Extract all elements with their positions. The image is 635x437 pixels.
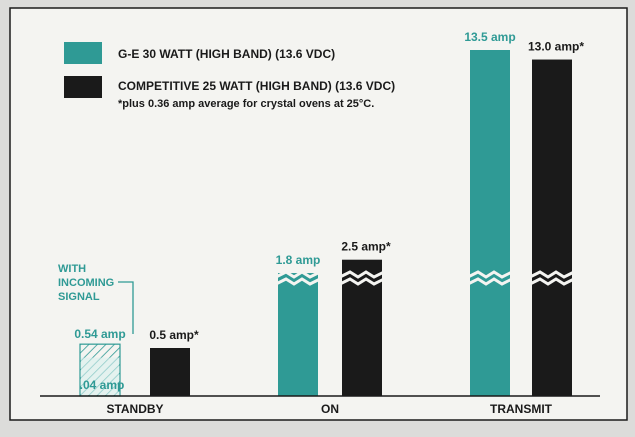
callout-line-3: SIGNAL — [58, 291, 100, 303]
bar-label-ge-transmit: 13.5 amp — [464, 30, 515, 44]
axis-break-mark — [339, 270, 385, 286]
callout-leader-line — [118, 281, 134, 334]
x-tick-label-standby: STANDBY — [106, 402, 163, 416]
bar-label-ge-on: 1.8 amp — [276, 253, 321, 267]
callout-line-1: WITH — [58, 263, 86, 275]
bar-ge-standby — [81, 357, 119, 395]
bar-label-competitive-on: 2.5 amp* — [341, 240, 391, 254]
x-tick-label-transmit: TRANSMIT — [490, 402, 553, 416]
x-tick-label-on: ON — [321, 402, 339, 416]
legend-swatch-ge — [64, 42, 102, 64]
legend-footnote: *plus 0.36 amp average for crystal ovens… — [118, 98, 374, 110]
bars-group: 0.54 amp .04 amp 0.5 amp* STANDBY 1.8 amp 2.5… — [40, 30, 600, 416]
callout-line-2: INCOMING — [58, 277, 114, 289]
axis-break-mark — [467, 270, 513, 286]
legend-label-competitive: COMPETITIVE 25 WATT (HIGH BAND) (13.6 VD… — [118, 79, 395, 93]
bar-competitive-standby — [150, 348, 190, 396]
bar-label-ge-standby: .04 amp — [80, 378, 125, 392]
axis-break-mark — [275, 270, 321, 286]
bar-ge-transmit — [470, 50, 510, 396]
bar-ge-on — [278, 273, 318, 396]
legend-swatch-competitive — [64, 76, 102, 98]
bar-label-ge-with-signal: 0.54 amp — [74, 327, 125, 341]
bar-label-competitive-standby: 0.5 amp* — [149, 328, 199, 342]
legend-label-ge: G-E 30 WATT (HIGH BAND) (13.6 VDC) — [118, 47, 335, 61]
bar-competitive-transmit — [532, 59, 572, 396]
axis-break-mark — [529, 270, 575, 286]
bar-label-competitive-transmit: 13.0 amp* — [528, 40, 584, 54]
